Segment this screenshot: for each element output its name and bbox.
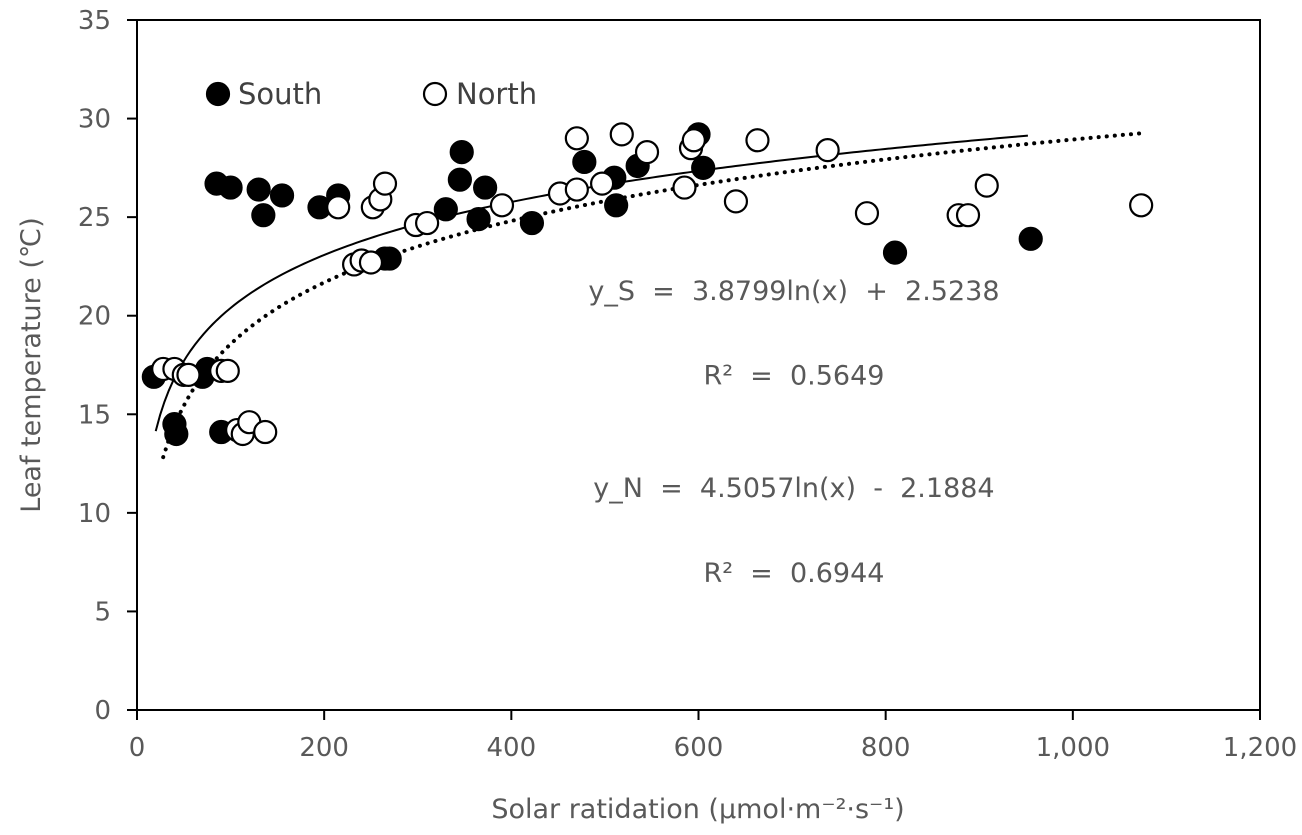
data-point-north — [1129, 193, 1154, 218]
data-point-north — [745, 128, 770, 153]
data-point-north — [358, 250, 384, 275]
data-points — [141, 122, 1154, 447]
x-tick-label: 0 — [129, 733, 146, 763]
annotation-eq-south: y_S = 3.8799ln(x) + 2.5238 — [588, 276, 999, 307]
y-tick-label: 30 — [78, 105, 111, 135]
y-tick-label: 35 — [78, 6, 111, 36]
data-point-north — [564, 177, 589, 202]
x-tick-label: 1,000 — [1036, 733, 1110, 763]
x-axis-label: Solar ratidation (μmol·m⁻²·s⁻¹) — [491, 794, 904, 825]
x-tick-label: 200 — [299, 733, 349, 763]
data-point-north — [634, 139, 660, 165]
legend-label-north: North — [456, 77, 537, 111]
data-point-south — [164, 421, 189, 447]
x-tick-label: 800 — [861, 733, 911, 763]
legend-marker-south — [205, 81, 231, 107]
data-point-south — [218, 175, 243, 200]
data-point-south — [691, 155, 716, 180]
annotation-r2-north: R² = 0.6944 — [703, 558, 884, 589]
data-point-south — [269, 183, 295, 208]
x-axis-ticks: 0 200 400 600 800 1,000 1,200 — [129, 710, 1297, 763]
data-point-north — [672, 175, 697, 200]
y-axis-ticks: 0 5 10 15 20 25 30 35 — [78, 6, 137, 726]
data-point-south — [246, 177, 271, 202]
y-tick-label: 20 — [78, 302, 111, 332]
x-tick-label: 600 — [674, 733, 724, 763]
data-point-north — [955, 203, 981, 228]
trendline-north — [161, 131, 1146, 460]
y-tick-label: 25 — [78, 203, 111, 233]
data-point-north — [854, 201, 880, 226]
data-point-south — [882, 240, 908, 265]
data-point-north — [415, 210, 440, 236]
data-point-north — [326, 195, 351, 220]
data-point-north — [564, 126, 589, 151]
y-tick-label: 0 — [94, 696, 111, 726]
y-tick-label: 10 — [78, 499, 111, 529]
data-point-south — [433, 197, 458, 222]
y-tick-label: 5 — [94, 597, 111, 627]
data-point-north — [681, 128, 706, 153]
legend: South North — [205, 77, 537, 111]
y-axis-label: Leaf temperature (℃) — [16, 217, 47, 513]
data-point-south — [1018, 226, 1043, 251]
data-point-north — [372, 171, 398, 196]
x-tick-label: 400 — [487, 733, 537, 763]
y-tick-label: 15 — [78, 400, 111, 430]
data-point-south — [447, 167, 472, 192]
data-point-south — [572, 149, 597, 175]
data-point-north — [723, 189, 749, 214]
data-point-north — [815, 138, 840, 163]
data-point-north — [489, 193, 515, 218]
data-point-south — [604, 193, 629, 218]
legend-marker-north — [422, 81, 448, 107]
data-point-north — [974, 173, 999, 198]
data-point-south — [449, 139, 474, 165]
data-point-north — [590, 171, 615, 196]
data-point-north — [253, 419, 278, 445]
annotation-r2-south: R² = 0.5649 — [703, 361, 884, 392]
data-point-south — [251, 203, 276, 228]
data-point-south — [519, 210, 545, 236]
data-point-south — [473, 175, 498, 200]
data-point-south — [466, 207, 491, 232]
data-point-north — [215, 358, 240, 384]
data-point-north — [609, 122, 634, 147]
annotation-eq-north: y_N = 4.5057ln(x) - 2.1884 — [593, 473, 994, 504]
data-point-north — [176, 362, 201, 387]
x-tick-label: 1,200 — [1223, 733, 1297, 763]
legend-label-south: South — [238, 77, 322, 111]
annotations: y_S = 3.8799ln(x) + 2.5238 R² = 0.5649 y_N… — [588, 276, 999, 589]
